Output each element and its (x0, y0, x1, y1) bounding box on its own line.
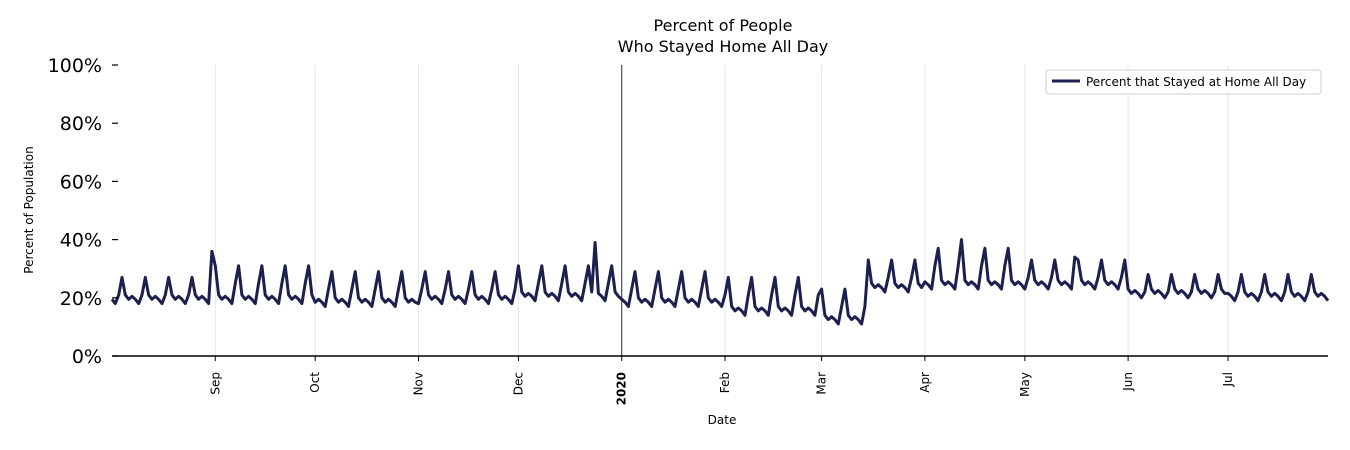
x-tick-label: Apr (918, 372, 932, 393)
x-tick-label: Mar (815, 372, 829, 395)
chart-title-line1: Percent of People (654, 16, 793, 35)
x-tick-label: Oct (308, 372, 322, 393)
x-tick-label: May (1018, 372, 1032, 397)
y-tick-label: 20% (60, 288, 102, 310)
x-tick-layer: Sep Oct Nov Dec 2020 Feb Mar Apr May Jun Jul (208, 356, 1235, 405)
x-tick-label: Jul (1221, 372, 1235, 387)
y-tick-label: 40% (60, 230, 102, 252)
x-tick-label: Sep (208, 372, 222, 395)
x-tick-label: Nov (411, 372, 425, 395)
series-layer (110, 238, 1330, 326)
y-tick-label: 60% (60, 171, 102, 193)
chart-title-line2: Who Stayed Home All Day (618, 37, 828, 56)
grid-layer (214, 65, 1229, 356)
y-tick-layer: 0% 20% 40% 60% 80% 100% (48, 55, 118, 368)
y-tick-label: 80% (60, 113, 102, 135)
x-tick-label: Feb (718, 372, 732, 393)
y-axis-label: Percent of Population (22, 146, 36, 273)
legend-label: Percent that Stayed at Home All Day (1086, 75, 1306, 89)
y-tick-label: 100% (48, 55, 102, 77)
legend: Percent that Stayed at Home All Day (1045, 69, 1322, 95)
x-tick-label: Dec (511, 372, 525, 395)
x-axis-label: Date (708, 413, 737, 427)
axes-layer (112, 355, 1328, 357)
series-line-stayed-home (110, 238, 1330, 326)
x-tick-label: Jun (1121, 372, 1135, 392)
legend-box (1045, 69, 1322, 95)
y-tick-label: 0% (72, 346, 102, 368)
x-tick-label: 2020 (615, 372, 629, 405)
